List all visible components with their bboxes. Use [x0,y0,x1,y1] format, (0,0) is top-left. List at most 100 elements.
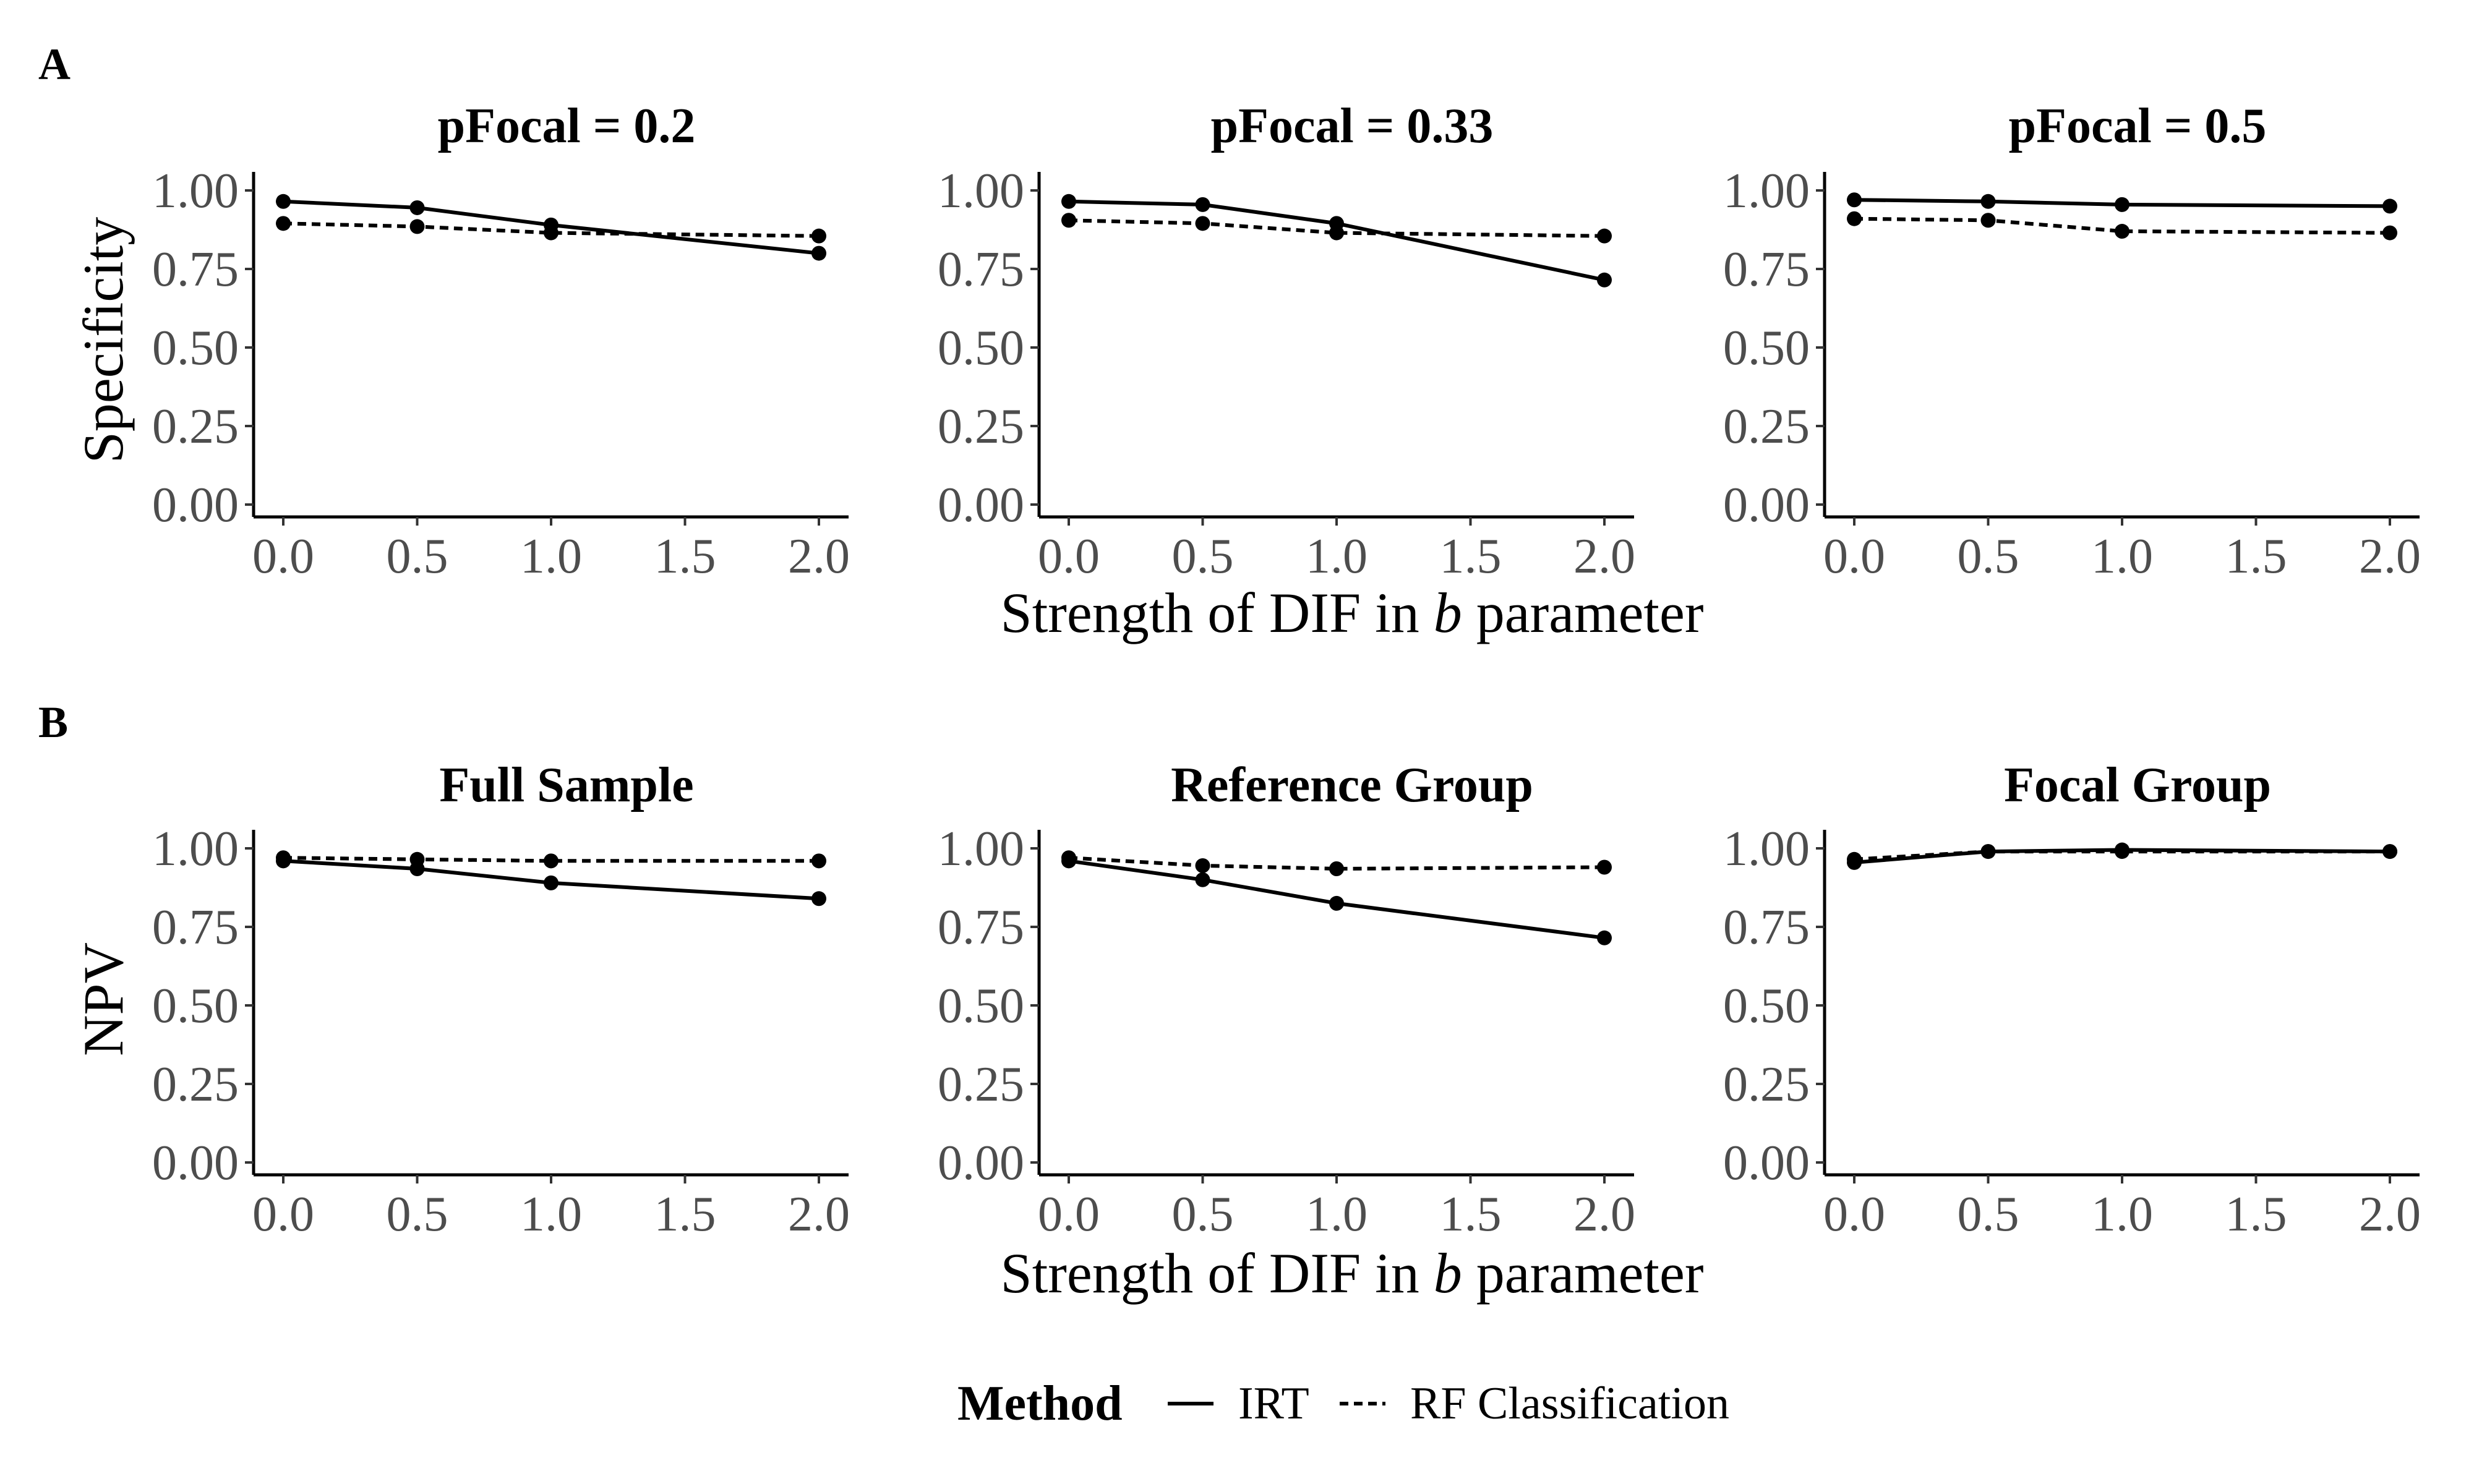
x-tick-label-reference-group: 0.5 [1172,1187,1234,1242]
panel-tag-a: A [38,40,71,89]
x-axis-label-a-var: b [1434,581,1462,644]
x-tick-label-focal-group: 1.0 [2091,1187,2153,1242]
point-rf-classification-focal-group [2115,844,2129,859]
panel-title-pfocal-0.5: pFocal = 0.5 [2009,99,2267,153]
y-tick-label-pfocal-0.33: 0.00 [938,478,1024,532]
point-rf-classification-reference-group [1597,859,1612,875]
x-tick-label-pfocal-0.2: 0.0 [252,529,314,584]
legend-label-irt: IRT [1238,1378,1309,1429]
point-irt-pfocal-0.5 [2382,198,2397,214]
series-line-irt-reference-group [1068,859,1605,940]
x-tick-label-pfocal-0.5: 0.0 [1823,529,1885,584]
plot-reference-group: 0.00 0.25 0.50 0.75 1.00 0.0 0.5 1.0 1.5 2.0 [938,822,1635,1242]
series-line-rf-classification-full-sample [283,856,819,863]
x-tick-label-focal-group: 1.5 [2225,1187,2287,1242]
y-tick-label-reference-group: 0.75 [938,900,1024,955]
x-tick-label-reference-group: 2.0 [1573,1187,1635,1242]
x-axis-label-b: Strength of DIF in b parameter [1001,1242,1704,1305]
panel-tag-b: B [38,697,68,747]
point-rf-classification-full-sample [544,853,559,869]
plot-pfocal-0.2: 0.00 0.25 0.50 0.75 1.00 0.0 0.5 1.0 1.5 2.0 [152,164,850,584]
point-irt-pfocal-0.33 [1195,197,1210,212]
point-irt-pfocal-0.5 [1980,194,1996,209]
point-irt-pfocal-0.5 [1847,192,1862,208]
point-irt-pfocal-0.33 [1061,194,1076,209]
x-tick-label-pfocal-0.2: 0.5 [387,529,448,584]
point-rf-classification-pfocal-0.2 [409,219,425,234]
plot-pfocal-0.5: 0.00 0.25 0.50 0.75 1.00 0.0 0.5 1.0 1.5 2.0 [1723,164,2421,584]
y-tick-label-pfocal-0.33: 1.00 [938,164,1024,218]
x-tick-label-pfocal-0.5: 1.0 [2091,529,2153,584]
y-tick-label-full-sample: 0.50 [152,979,239,1033]
point-rf-classification-pfocal-0.5 [1847,211,1862,226]
point-rf-classification-pfocal-0.33 [1329,225,1344,241]
y-tick-label-reference-group: 0.25 [938,1057,1024,1112]
x-tick-label-pfocal-0.33: 1.5 [1440,529,1502,584]
x-tick-label-full-sample: 0.5 [387,1187,448,1242]
point-rf-classification-focal-group [2382,844,2397,859]
y-tick-label-full-sample: 0.75 [152,900,239,955]
y-axis-label-npv: NPV [72,942,135,1056]
x-tick-label-pfocal-0.33: 0.5 [1172,529,1234,584]
point-rf-classification-reference-group [1061,850,1076,866]
legend: Method IRT RF Classification [957,1376,1729,1431]
x-axis-label-b-suffix: parameter [1476,1242,1704,1305]
plot-focal-group: 0.00 0.25 0.50 0.75 1.00 0.0 0.5 1.0 1.5 2.0 [1723,822,2421,1242]
x-tick-label-focal-group: 0.0 [1823,1187,1885,1242]
x-tick-label-pfocal-0.5: 1.5 [2225,529,2287,584]
y-tick-label-full-sample: 0.25 [152,1057,239,1112]
point-rf-classification-pfocal-0.5 [2115,224,2129,239]
x-tick-label-full-sample: 0.0 [252,1187,314,1242]
x-tick-label-reference-group: 1.0 [1306,1187,1368,1242]
point-rf-classification-pfocal-0.5 [1980,213,1996,228]
y-tick-label-pfocal-0.33: 0.25 [938,399,1024,454]
panel-title-full-sample: Full Sample [439,758,693,812]
series-line-rf-classification-pfocal-0.33 [1068,218,1605,238]
series-line-irt-pfocal-0.33 [1068,199,1605,282]
panel-title-pfocal-0.33: pFocal = 0.33 [1211,99,1494,153]
y-tick-label-pfocal-0.5: 0.00 [1723,478,1810,532]
point-irt-pfocal-0.2 [276,194,291,209]
x-tick-label-pfocal-0.2: 1.5 [654,529,716,584]
y-axis-label-specificity: Specificity [72,217,135,464]
y-tick-label-pfocal-0.5: 0.25 [1723,399,1810,454]
point-irt-full-sample [544,875,559,890]
point-rf-classification-focal-group [1847,851,1862,867]
y-tick-label-pfocal-0.33: 0.50 [938,321,1024,375]
point-rf-classification-reference-group [1329,861,1344,877]
point-rf-classification-full-sample [276,850,291,866]
y-tick-label-pfocal-0.2: 0.00 [152,478,239,532]
panel-title-pfocal-0.2: pFocal = 0.2 [438,99,696,153]
y-tick-label-focal-group: 0.50 [1723,979,1810,1033]
y-tick-label-focal-group: 1.00 [1723,822,1810,876]
y-tick-label-pfocal-0.5: 1.00 [1723,164,1810,218]
point-rf-classification-pfocal-0.5 [2382,225,2397,241]
series-line-irt-full-sample [283,859,820,901]
point-rf-classification-full-sample [409,851,425,867]
x-tick-label-pfocal-0.5: 0.5 [1958,529,2019,584]
point-irt-reference-group [1195,872,1210,887]
y-tick-label-full-sample: 0.00 [152,1136,239,1190]
y-tick-label-full-sample: 1.00 [152,822,239,876]
point-irt-full-sample [811,891,826,906]
x-tick-label-reference-group: 1.5 [1440,1187,1502,1242]
point-rf-classification-full-sample [811,853,826,869]
legend-title: Method [957,1376,1123,1431]
x-tick-label-focal-group: 2.0 [2359,1187,2421,1242]
y-tick-label-reference-group: 0.00 [938,1136,1024,1190]
y-tick-label-pfocal-0.2: 0.25 [152,399,239,454]
y-tick-label-pfocal-0.2: 1.00 [152,164,239,218]
series-line-irt-pfocal-0.5 [1854,198,2391,208]
y-tick-label-focal-group: 0.75 [1723,900,1810,955]
y-tick-label-reference-group: 1.00 [938,822,1024,876]
panel-title-reference-group: Reference Group [1171,758,1533,812]
y-tick-label-pfocal-0.5: 0.50 [1723,321,1810,375]
row-a: A Specificity pFocal = 0.2 pFocal = 0.33… [38,40,2421,644]
row-b: B NPV Full Sample Reference Group Focal … [38,697,2421,1305]
point-irt-pfocal-0.2 [811,245,826,261]
x-tick-label-focal-group: 0.5 [1958,1187,2019,1242]
x-tick-label-pfocal-0.33: 1.0 [1306,529,1368,584]
point-rf-classification-pfocal-0.33 [1195,216,1210,231]
y-tick-label-pfocal-0.5: 0.75 [1723,242,1810,297]
